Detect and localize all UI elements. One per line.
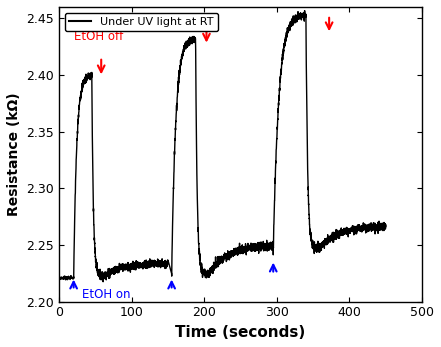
Y-axis label: Resistance (kΩ): Resistance (kΩ): [7, 93, 21, 216]
Text: EtOH on: EtOH on: [82, 288, 131, 301]
Text: EtOH off: EtOH off: [75, 30, 123, 43]
X-axis label: Time (seconds): Time (seconds): [176, 325, 306, 340]
Legend: Under UV light at RT: Under UV light at RT: [65, 12, 218, 31]
